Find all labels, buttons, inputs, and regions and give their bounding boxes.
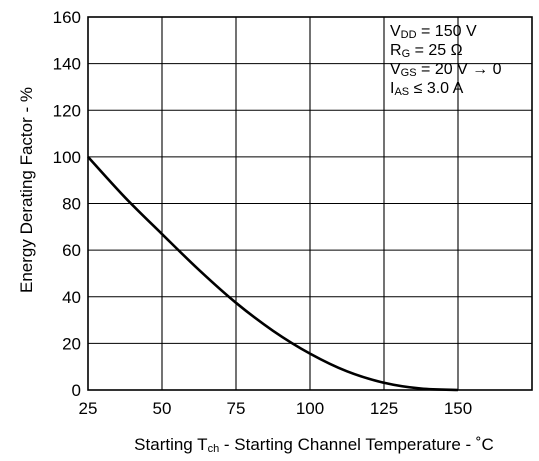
x-axis-label: Starting Tch - Starting Channel Temperat… [134, 435, 494, 455]
x-tick-label: 25 [79, 399, 98, 418]
x-tick-label: 50 [153, 399, 172, 418]
x-tick-label: 150 [444, 399, 472, 418]
grid [88, 17, 532, 390]
y-tick-label: 120 [53, 101, 81, 120]
x-axis-label-main: Starting T [134, 435, 207, 454]
x-axis-label-rest: - Starting Channel Temperature - ˚C [219, 435, 494, 454]
y-tick-label: 100 [53, 148, 81, 167]
x-tick-labels: 25 50 75 100 125 150 [79, 399, 473, 418]
x-axis-label-sub: ch [208, 443, 220, 455]
plot-frame [87, 16, 533, 391]
y-tick-label: 140 [53, 55, 81, 74]
curve-layer [87, 156, 459, 392]
x-tick-label: 75 [227, 399, 246, 418]
derating-curve [87, 156, 459, 392]
y-tick-label: 160 [53, 8, 81, 27]
y-tick-label: 20 [62, 334, 81, 353]
condition-line: IAS ≤ 3.0 A [390, 80, 464, 98]
y-tick-label: 80 [62, 195, 81, 214]
condition-line: RG = 25 Ω [390, 42, 463, 60]
y-tick-label: 60 [62, 241, 81, 260]
condition-line: VDD = 150 V [390, 23, 477, 41]
y-tick-labels: 0 20 40 60 80 100 120 140 160 [53, 8, 81, 400]
condition-line: VGS = 20 V → 0 [390, 61, 502, 79]
y-tick-label: 0 [72, 381, 81, 400]
y-tick-label: 40 [62, 288, 81, 307]
x-tick-label: 125 [370, 399, 398, 418]
y-axis-label: Energy Derating Factor - % [17, 87, 36, 293]
x-tick-label: 100 [296, 399, 324, 418]
